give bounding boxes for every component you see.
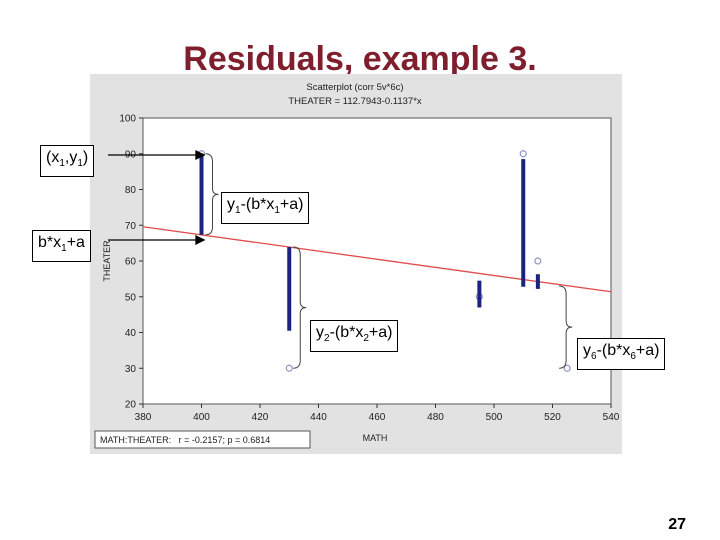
regression-line bbox=[142, 226, 612, 293]
data-point bbox=[285, 364, 293, 372]
x-axis-label: MATH bbox=[363, 433, 388, 443]
chart-title: Scatterplot (corr 5v*6c) bbox=[306, 82, 403, 93]
x-tick-label: 420 bbox=[252, 412, 269, 423]
y-tick-label: 20 bbox=[125, 400, 137, 411]
y-tick-label: 40 bbox=[125, 328, 137, 339]
residual-brackets bbox=[205, 153, 573, 369]
x-tick-label: 480 bbox=[427, 412, 444, 423]
x-tick-label: 460 bbox=[369, 412, 386, 423]
residual-brace bbox=[205, 153, 219, 236]
arrowhead-point1 bbox=[195, 149, 206, 161]
plot-area bbox=[142, 117, 612, 405]
y-tick-label: 100 bbox=[119, 114, 136, 125]
residual2-callout: y2-(b*x2+a) bbox=[310, 320, 399, 353]
slide-title: Residuals, example 3. bbox=[183, 40, 537, 78]
y-tick-label: 80 bbox=[125, 185, 137, 196]
point1-callout: (x1,y1) bbox=[40, 145, 95, 178]
residual-bar bbox=[535, 274, 540, 289]
residual6-callout: y6-(b*x6+a) bbox=[577, 338, 666, 371]
data-point bbox=[534, 257, 542, 265]
residual-brace bbox=[559, 285, 573, 369]
x-tick-label: 440 bbox=[310, 412, 327, 423]
x-axis: 380 400 420 440 460 480 500 520 540 bbox=[135, 404, 620, 423]
data-point bbox=[519, 150, 527, 158]
fitted1-callout: b*x1+a bbox=[32, 230, 91, 263]
y-axis-label: THEATER bbox=[102, 240, 112, 282]
x-tick-label: 500 bbox=[486, 412, 503, 423]
stats-box bbox=[94, 430, 311, 449]
y-tick-label: 30 bbox=[125, 364, 137, 375]
x-tick-label: 540 bbox=[603, 412, 620, 423]
arrowhead-fitted1 bbox=[195, 234, 206, 246]
residual1-callout: y1-(b*x1+a) bbox=[221, 192, 310, 225]
y-tick-label: 50 bbox=[125, 292, 137, 303]
residual-brace bbox=[293, 246, 307, 369]
y-tick-label: 70 bbox=[125, 221, 137, 232]
residual-bar bbox=[477, 280, 482, 308]
x-tick-label: 520 bbox=[544, 412, 561, 423]
page-number: 27 bbox=[668, 516, 686, 533]
x-tick-label: 380 bbox=[135, 412, 152, 423]
residual-bar bbox=[287, 247, 292, 331]
data-point bbox=[563, 364, 571, 372]
stats-text: MATH:THEATER: r = -0.2157; p = 0.6814 bbox=[100, 435, 270, 445]
chart-subtitle: THEATER = 112.7943-0.1137*x bbox=[288, 96, 422, 107]
residual-bars bbox=[199, 153, 540, 331]
residual-bar bbox=[199, 153, 204, 235]
residual-bar bbox=[521, 159, 526, 287]
annotation-arrows bbox=[108, 149, 206, 246]
y-tick-label: 60 bbox=[125, 257, 137, 268]
x-tick-label: 400 bbox=[193, 412, 210, 423]
